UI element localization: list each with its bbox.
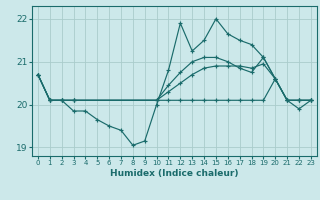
X-axis label: Humidex (Indice chaleur): Humidex (Indice chaleur) <box>110 169 239 178</box>
